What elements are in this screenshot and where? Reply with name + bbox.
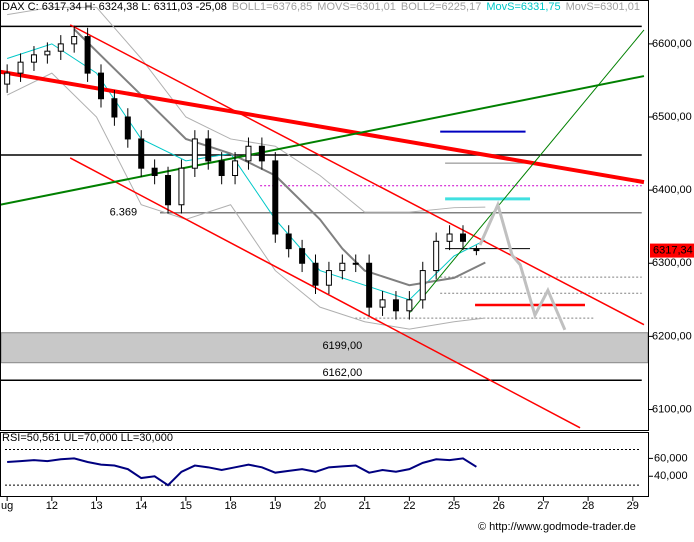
overlay-line xyxy=(69,24,645,326)
candle-body xyxy=(258,145,265,162)
candle-body xyxy=(138,138,145,169)
candle-body xyxy=(30,54,37,63)
header-segment: BOLL2=6225,17 xyxy=(401,1,481,13)
candle-body xyxy=(232,160,239,177)
footer: © http://www.godmode-trader.de xyxy=(478,521,636,533)
candle-body xyxy=(419,270,426,301)
header-segment: MovS=6301,01 xyxy=(566,1,640,13)
y-tick-label: 6300,00 xyxy=(652,257,692,269)
overlay-line xyxy=(478,200,567,331)
x-tick-label: 13 xyxy=(90,500,102,512)
x-tick-label: 14 xyxy=(135,500,147,512)
support-zone xyxy=(0,332,649,364)
overlay-line xyxy=(0,69,645,185)
candle-body xyxy=(191,138,198,169)
x-tick-label: 12 xyxy=(46,500,58,512)
candle-body xyxy=(57,43,64,52)
price-panel: 6.369 6199,00 6162,00 xyxy=(0,6,649,429)
x-tick-label: 15 xyxy=(180,500,192,512)
x-tick-label: 22 xyxy=(403,500,415,512)
annotation: 6162,00 xyxy=(322,367,362,379)
candle-body xyxy=(151,167,158,177)
x-tick-label: 19 xyxy=(269,500,281,512)
rsi-tick-label: 60,000 xyxy=(654,452,688,464)
candle-body xyxy=(4,72,11,85)
x-tick-label: 27 xyxy=(537,500,549,512)
overlay-line xyxy=(7,6,486,213)
x-tick-label: 28 xyxy=(582,500,594,512)
candle-body xyxy=(97,72,104,100)
overlay-line xyxy=(409,29,645,313)
y-tick-label: 6500,00 xyxy=(652,111,692,123)
candle-body xyxy=(245,145,252,162)
candle-body xyxy=(71,36,78,45)
overlay-line xyxy=(69,157,581,429)
y-tick-label: 6100,00 xyxy=(652,403,692,415)
y-tick-label: 6600,00 xyxy=(652,38,692,50)
candle-body xyxy=(379,299,386,308)
candle-body xyxy=(218,160,225,177)
x-tick-label: 29 xyxy=(627,500,639,512)
candle-body xyxy=(325,270,332,286)
rsi-tick-label: 40,000 xyxy=(654,470,688,482)
candle-body xyxy=(433,240,440,272)
header: DAX C: 6317,34 H: 6324,38 L: 6311,03 -25… xyxy=(2,1,640,13)
candle-body xyxy=(299,248,306,264)
candle-body xyxy=(459,233,466,242)
header-segment: MovS=6331,75 xyxy=(486,1,560,13)
candle-body xyxy=(339,262,346,272)
header-segment: DAX C: 6317,34 H: 6324,38 L: 6311,03 -25… xyxy=(2,1,227,13)
candle-body xyxy=(406,299,413,312)
candle-body xyxy=(84,36,91,74)
candle-body xyxy=(446,233,453,242)
y-tick-label: 6200,00 xyxy=(652,330,692,342)
candle-body xyxy=(473,248,480,252)
x-tick-label: 21 xyxy=(359,500,371,512)
candle-body xyxy=(17,61,24,74)
header-segment: BOLL1=6376,85 xyxy=(232,1,312,13)
rsi-line xyxy=(7,457,477,487)
candle-body xyxy=(178,167,185,206)
x-tick-label: ug xyxy=(1,500,13,512)
overlay-line xyxy=(6,72,486,330)
x-tick-label: 18 xyxy=(224,500,236,512)
candle-body xyxy=(165,175,172,206)
overlay-line xyxy=(0,75,645,206)
candle-body xyxy=(312,262,319,286)
candle-body xyxy=(352,262,359,265)
x-tick-label: 25 xyxy=(448,500,460,512)
candle-body xyxy=(44,50,51,56)
price-tag-label: 6317,34 xyxy=(653,244,693,256)
candle-body xyxy=(205,138,212,162)
price-tag xyxy=(650,243,694,258)
x-tick-label: 20 xyxy=(314,500,326,512)
y-tick-label: 6400,00 xyxy=(652,184,692,196)
candle-body xyxy=(124,116,131,140)
annotation: 6199,00 xyxy=(322,340,362,352)
candle-body xyxy=(392,299,399,312)
header-segment: MOVS=6301,01 xyxy=(317,1,396,13)
rsi-header: RSI=50,561 UL=70,000 LL=30,000 xyxy=(2,432,173,444)
price-panel-frame xyxy=(0,0,649,431)
rsi-panel-frame xyxy=(0,432,649,497)
candle-body xyxy=(111,98,118,118)
annotation: 6.369 xyxy=(110,207,138,219)
x-tick-label: 26 xyxy=(493,500,505,512)
candle-body xyxy=(366,262,373,308)
candle-body xyxy=(285,233,292,250)
candle-body xyxy=(272,160,279,235)
